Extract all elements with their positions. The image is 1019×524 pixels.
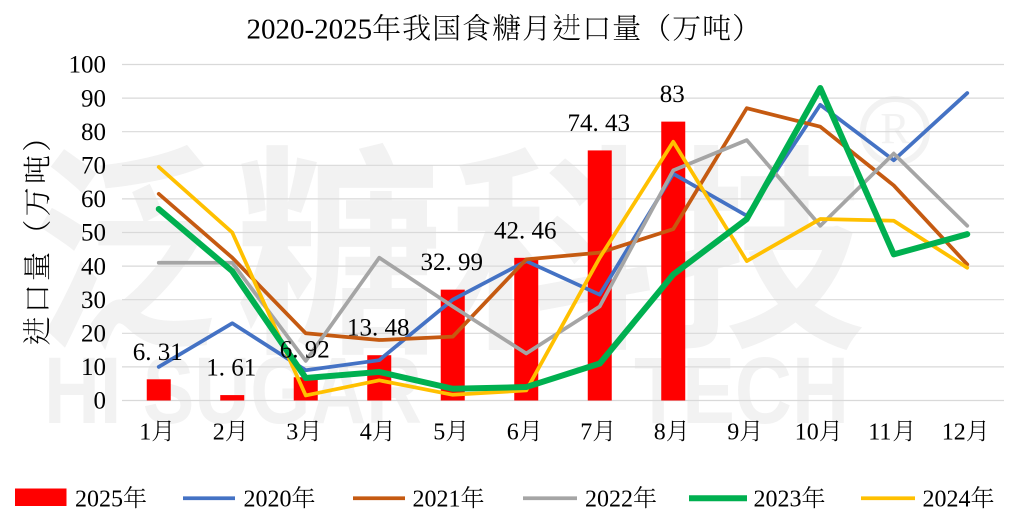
svg-text:10: 10 [81,354,106,381]
svg-text:2025: 2025 [75,487,123,513]
svg-text:1: 1 [139,420,151,446]
svg-text:90: 90 [81,85,106,112]
svg-text:30: 30 [81,287,106,314]
svg-text:6. 92: 6. 92 [280,337,330,364]
svg-text:42. 46: 42. 46 [494,217,557,244]
svg-text:50: 50 [81,220,106,247]
svg-text:HI SUGAR: HI SUGAR [44,338,422,444]
svg-text:83: 83 [660,81,685,108]
svg-text:2020-2025: 2020-2025 [247,14,373,46]
svg-text:70: 70 [81,153,106,180]
svg-text:R: R [880,104,910,153]
svg-text:2024: 2024 [923,487,971,513]
svg-text:12: 12 [942,420,966,446]
svg-text:60: 60 [81,186,106,213]
svg-text:32. 99: 32. 99 [421,249,484,276]
svg-text:40: 40 [81,253,106,280]
svg-text:2023: 2023 [754,487,802,513]
svg-text:1. 61: 1. 61 [206,355,256,382]
svg-text:2: 2 [213,420,225,446]
svg-text:0: 0 [94,388,107,415]
svg-text:3: 3 [286,420,298,446]
svg-text:6: 6 [507,420,519,446]
svg-text:5: 5 [433,420,445,446]
svg-text:9: 9 [727,420,739,446]
svg-text:20: 20 [81,321,106,348]
svg-text:2020: 2020 [244,487,292,513]
svg-text:2021: 2021 [413,487,461,513]
svg-text:2022: 2022 [585,487,633,513]
svg-text:11: 11 [868,420,891,446]
svg-text:4: 4 [360,420,372,446]
svg-text:80: 80 [81,119,106,146]
svg-text:74. 43: 74. 43 [568,110,631,137]
svg-text:13. 48: 13. 48 [347,315,410,342]
svg-text:7: 7 [580,420,592,446]
svg-text:100: 100 [69,52,107,79]
svg-text:6. 31: 6. 31 [133,339,183,366]
svg-text:8: 8 [654,420,666,446]
svg-text:10: 10 [795,420,819,446]
